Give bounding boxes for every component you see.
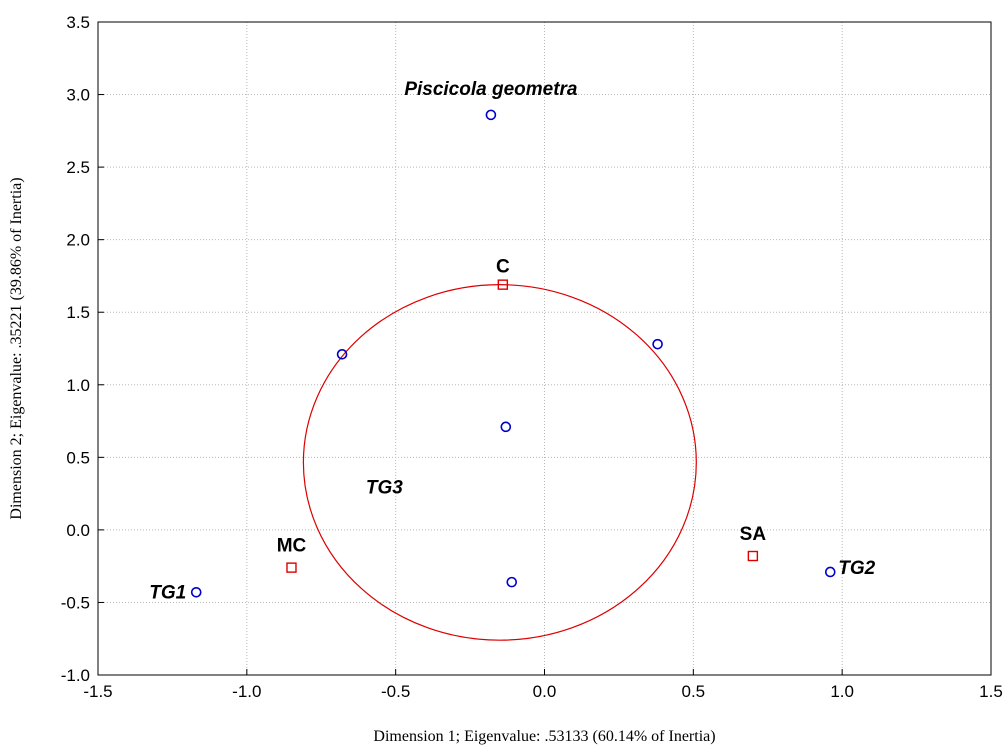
y-tick-label: 1.5: [66, 303, 90, 322]
point-label: SA: [740, 524, 767, 545]
point-label: TG2: [838, 558, 875, 579]
x-tick-label: -1.5: [83, 682, 112, 701]
column-point-marker: [286, 562, 297, 573]
y-tick-label: 3.0: [66, 86, 90, 105]
y-tick-label: 3.5: [66, 13, 90, 32]
y-axis-title: Dimension 2; Eigenvalue: .35221 (39.86% …: [8, 177, 25, 519]
row-point-marker: [190, 586, 202, 598]
x-tick-label: 0.0: [533, 682, 557, 701]
y-tick-label: 0.5: [66, 448, 90, 467]
axis-ticks: -1.5 -1.0 -0.5 0.0 0.5 1.0 1.5-1.0-0.50.00.51.…: [61, 13, 1003, 701]
group-ellipse: [302, 284, 697, 641]
row-point-marker: [500, 421, 512, 433]
row-point-marker: [336, 349, 348, 360]
y-tick-label: 1.0: [66, 376, 90, 395]
x-tick-label: 1.5: [979, 682, 1003, 701]
x-axis-title: Dimension 1; Eigenvalue: .53133 (60.14% …: [373, 728, 715, 745]
ellipse-label: TG3: [366, 477, 403, 498]
y-tick-label: 2.5: [66, 158, 90, 177]
x-tick-label: -1.0: [232, 682, 261, 701]
row-point-marker: [485, 109, 497, 121]
x-tick-label: 0.5: [682, 682, 706, 701]
row-point-marker: [652, 338, 663, 350]
y-tick-label: 2.0: [66, 231, 90, 250]
row-point-marker: [506, 576, 518, 588]
column-point-marker: [747, 550, 759, 562]
y-tick-label: -0.5: [61, 593, 90, 612]
point-label: TG1: [149, 582, 186, 603]
row-point-marker: [824, 566, 836, 578]
point-label: MC: [277, 536, 307, 557]
y-tick-label: 0.0: [66, 521, 90, 540]
y-tick-label: -1.0: [61, 666, 90, 685]
annotations: TG3: [302, 284, 697, 641]
point-label: C: [496, 257, 510, 278]
x-tick-label: 1.0: [830, 682, 854, 701]
data-points: Piscicola geometra TG1 TG2 C MC SA: [149, 79, 875, 603]
x-tick-label: -0.5: [381, 682, 410, 701]
point-label: Piscicola geometra: [404, 79, 578, 100]
column-point-marker: [497, 279, 509, 290]
